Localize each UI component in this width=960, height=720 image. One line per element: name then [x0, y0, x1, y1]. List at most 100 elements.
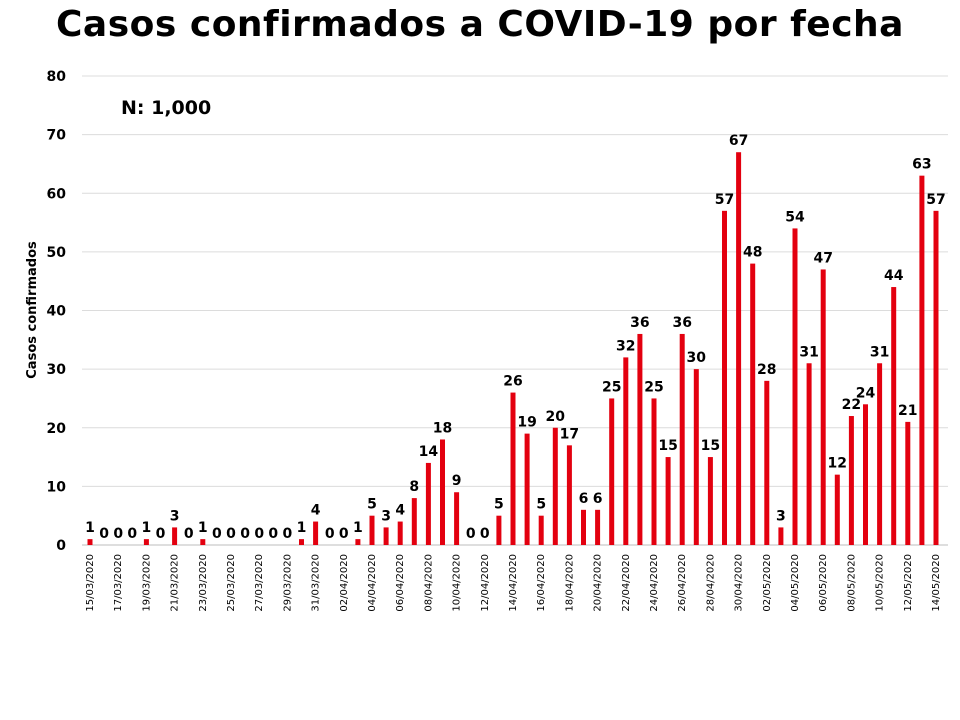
data-label: 3 [170, 508, 180, 524]
data-label: 9 [452, 473, 462, 489]
x-tick-label: 10/05/2020 [875, 554, 886, 612]
data-label: 25 [644, 379, 663, 395]
chart-title: Casos confirmados a COVID-19 por fecha [56, 4, 904, 45]
data-label: 0 [184, 526, 194, 542]
bar [891, 287, 897, 545]
data-label: 1 [142, 520, 152, 536]
bar [143, 539, 149, 545]
data-label: 1 [198, 520, 208, 536]
bar [806, 363, 812, 545]
x-tick-label: 12/04/2020 [480, 554, 491, 612]
bar [538, 515, 544, 545]
bar [707, 457, 713, 545]
data-label: 57 [926, 192, 945, 208]
data-label: 4 [311, 503, 321, 519]
bars [87, 152, 939, 546]
data-label: 28 [757, 362, 776, 378]
bar [172, 527, 178, 545]
data-label: 36 [630, 315, 649, 331]
bar [933, 210, 939, 545]
data-label: 6 [593, 491, 603, 507]
bar [764, 380, 770, 545]
data-label: 15 [658, 438, 677, 454]
x-tick-label: 27/03/2020 [254, 554, 265, 612]
data-label: 5 [536, 497, 546, 513]
data-label: 32 [616, 338, 635, 354]
data-label: 18 [433, 420, 452, 436]
bar [299, 539, 304, 545]
bar [651, 398, 657, 545]
data-label: 0 [99, 526, 109, 542]
data-label: 0 [283, 526, 293, 542]
data-label: 0 [480, 526, 490, 542]
data-label: 63 [912, 157, 931, 173]
x-tick-label: 04/05/2020 [790, 554, 801, 612]
y-tick-label: 20 [47, 421, 67, 437]
data-label: 31 [799, 344, 818, 360]
x-tick-label: 23/03/2020 [198, 554, 209, 612]
bar [397, 521, 403, 545]
bar [905, 421, 911, 545]
data-label: 31 [870, 344, 889, 360]
data-label: 0 [339, 526, 349, 542]
y-tick-label: 60 [47, 186, 67, 202]
data-label: 36 [672, 315, 691, 331]
bar [369, 515, 375, 545]
x-tick-label: 14/05/2020 [931, 554, 942, 612]
bar [919, 175, 925, 545]
data-label: 3 [776, 508, 786, 524]
bar [623, 357, 629, 545]
bar [524, 433, 530, 545]
bar [877, 363, 883, 545]
bar [609, 398, 615, 545]
x-tick-label: 17/03/2020 [113, 554, 124, 612]
x-tick-label: 12/05/2020 [903, 554, 914, 612]
bar [454, 492, 460, 545]
data-label: 15 [701, 438, 720, 454]
data-label: 0 [226, 526, 236, 542]
y-axis-ticks: 0 10 20 30 40 50 60 70 80 [47, 69, 67, 554]
bar [411, 498, 417, 545]
y-tick-label: 80 [47, 69, 67, 85]
data-label: 25 [602, 379, 621, 395]
data-label: 47 [813, 250, 832, 266]
bar [820, 269, 826, 545]
data-label: 0 [240, 526, 250, 542]
bar [679, 333, 685, 545]
x-tick-label: 29/03/2020 [282, 554, 293, 612]
bar [693, 369, 699, 545]
bar [496, 515, 502, 545]
data-label: 4 [395, 503, 405, 519]
bar [383, 527, 389, 545]
data-label: 1 [353, 520, 363, 536]
bar [863, 404, 868, 545]
x-tick-label: 02/05/2020 [762, 554, 773, 612]
x-tick-label: 25/03/2020 [226, 554, 237, 612]
data-label: 14 [419, 444, 439, 460]
bar [510, 392, 516, 545]
y-tick-label: 30 [47, 362, 67, 378]
y-tick-label: 40 [47, 304, 67, 320]
data-label: 3 [381, 508, 391, 524]
x-tick-label: 22/04/2020 [621, 554, 632, 612]
data-label: 5 [494, 497, 504, 513]
bar [581, 509, 586, 545]
data-label: 26 [503, 374, 522, 390]
data-label: 12 [828, 456, 847, 472]
bar [736, 152, 742, 545]
bar [778, 527, 784, 545]
x-tick-label: 06/05/2020 [818, 554, 829, 612]
x-tick-label: 10/04/2020 [452, 554, 463, 612]
data-label: 0 [127, 526, 137, 542]
data-label: 44 [884, 268, 904, 284]
bar [87, 539, 93, 545]
bar [552, 427, 558, 545]
x-tick-label: 16/04/2020 [536, 554, 547, 612]
data-label: 0 [113, 526, 123, 542]
x-tick-label: 30/04/2020 [734, 554, 745, 612]
x-tick-label: 31/03/2020 [311, 554, 322, 612]
bar [834, 474, 840, 545]
bar [425, 462, 431, 545]
